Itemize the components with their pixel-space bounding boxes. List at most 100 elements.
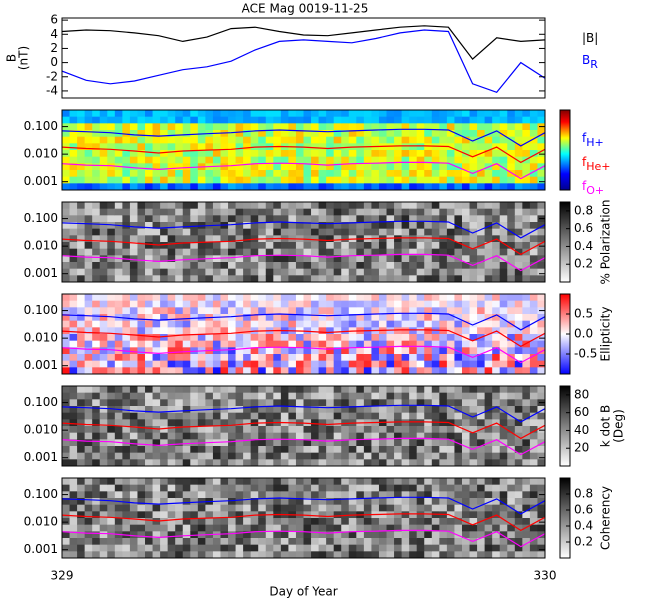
spectrogram-cell [461,235,471,243]
spectrogram-cell [258,347,267,355]
spectrogram-cell [107,518,116,526]
spectrogram-cell [288,484,297,492]
spectrogram-cell [265,531,274,539]
spectrogram-cell [273,208,282,216]
spectrogram-cell [160,452,169,460]
spectrogram-cell [499,491,508,499]
spectrogram-cell [522,143,531,151]
spectrogram-cell [522,412,531,420]
spectrogram-cell [333,300,342,308]
spectrogram-cell [152,116,161,124]
spectrogram-cell [394,491,403,499]
spectrogram-cell [454,360,463,368]
spectrogram-cell [250,136,259,144]
spectrogram-cell [356,255,365,263]
spectrogram-cell [514,215,523,223]
spectrogram-cell [77,446,86,454]
spectrogram-cell [341,478,350,486]
spectrogram-cell [137,399,146,407]
spectrogram-cell [122,478,131,486]
spectrogram-cell [477,327,486,335]
colorbar [559,477,571,559]
spectrogram-cell [212,275,221,282]
spectrogram-cell [212,511,221,519]
spectrogram-cell [394,419,403,427]
spectrogram-cell [122,176,131,184]
spectrogram-cell [273,248,282,256]
spectrogram-cell [220,110,229,118]
spectrogram-cell [190,412,199,420]
spectrogram-cell [484,136,493,144]
spectrogram-cell [492,439,501,447]
spectrogram-cell [235,538,244,546]
plot-area [62,202,545,282]
spectrogram-cell [243,235,252,243]
spectrogram-cell [311,484,320,492]
spectrogram-cell [235,432,244,440]
spectrogram-cell [84,228,93,236]
spectrogram-cell [258,538,267,546]
spectrogram-cell [137,446,146,454]
spectrogram-cell [129,215,138,223]
spectrogram-cell [258,314,267,322]
spectrogram-cell [77,392,86,400]
spectrogram-cell [326,314,335,322]
spectrogram-cell [243,294,252,302]
spectrogram-cell [99,504,108,512]
spectrogram-cell [77,202,86,210]
spectrogram-cell [537,544,545,552]
spectrogram-cell [371,150,380,158]
spectrogram-cell [152,360,161,368]
spectrogram-cell [311,163,320,171]
spectrogram-cell [99,446,108,454]
spectrogram-cell [499,446,508,454]
spectrogram-cell [220,268,229,276]
spectrogram-cell [137,222,146,230]
spectrogram-cell [77,406,86,414]
spectrogram-cell [273,518,282,526]
spectrogram-cell [77,504,86,512]
spectrogram-cell [514,478,523,486]
spectrogram-cell [484,123,493,131]
spectrogram-cell [84,432,93,440]
spectrogram-cell [84,110,93,118]
spectrogram-cell [295,386,304,394]
spectrogram-cell [499,320,508,328]
spectrogram-cell [84,406,93,414]
spectrogram-cell [129,392,138,400]
spectrogram-cell [529,544,538,552]
spectrogram-cell [461,143,471,151]
spectrogram-cell [107,412,116,420]
spectrogram-cell [175,478,184,486]
spectrogram-cell [288,130,297,138]
spectrogram-cell [469,150,478,158]
spectrogram-cell [356,426,365,434]
spectrogram-cell [182,360,191,368]
spectrogram-cell [371,334,380,342]
spectrogram-cell [250,320,259,328]
spectrogram-cell [537,504,545,512]
spectrogram-cell [477,446,486,454]
spectrogram-cell [439,275,448,282]
spectrogram-cell [424,452,433,460]
spectrogram-cell [416,531,425,539]
spectrogram-cell [69,459,78,466]
spectrogram-cell [514,360,523,368]
spectrogram-cell [197,262,206,270]
spectrogram-cell [228,183,237,190]
spectrogram-cell [507,484,516,492]
spectrogram-cell [446,110,455,118]
spectrogram-cell [160,300,169,308]
spectrogram-cell [424,484,433,492]
spectrogram-cell [514,354,523,362]
spectrogram-cell [228,275,237,282]
spectrogram-cell [318,504,327,512]
spectrogram-cell [288,367,297,374]
spectrogram-cell [212,136,221,144]
spectrogram-cell [446,538,455,546]
spectrogram-cell [477,478,486,486]
spectrogram-cell [499,202,508,210]
spectrogram-cell [265,268,274,276]
spectrogram-cell [348,183,357,190]
spectrogram-cell [409,518,418,526]
